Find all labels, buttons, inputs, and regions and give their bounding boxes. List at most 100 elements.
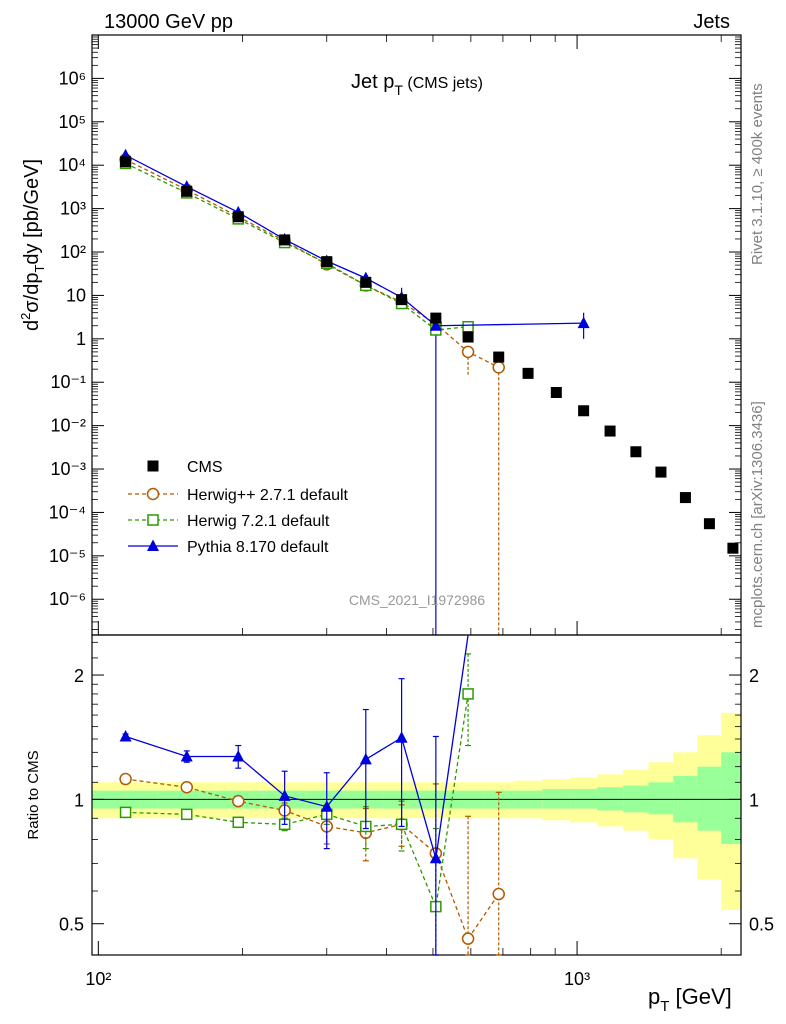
data-point bbox=[119, 806, 132, 819]
series-line bbox=[125, 154, 584, 327]
data-point bbox=[430, 312, 442, 324]
data-point bbox=[429, 319, 442, 331]
data-point bbox=[360, 276, 372, 288]
inner-band bbox=[697, 766, 722, 831]
data-point bbox=[395, 731, 408, 743]
data-point bbox=[320, 800, 333, 812]
ratio-series-line bbox=[125, 778, 500, 941]
data-point bbox=[461, 932, 475, 945]
y-tick-label: 10⁻¹ bbox=[50, 372, 86, 392]
legend-label: CMS bbox=[187, 459, 223, 476]
main-series bbox=[119, 148, 739, 635]
x-tick-label: 10² bbox=[85, 969, 111, 989]
y-tick-label: 10⁻⁵ bbox=[49, 546, 86, 566]
rivet-label: Rivet 3.1.10, ≥ 400k events bbox=[749, 83, 766, 265]
main-ylabel: d2σ/dpTdy [pb/GeV] bbox=[18, 159, 47, 331]
data-point bbox=[462, 320, 474, 333]
header-collision: 13000 GeV pp bbox=[104, 11, 233, 33]
ratio-y-ticks: 2 2 1 1 0.5 0.5 bbox=[59, 641, 774, 935]
data-point bbox=[429, 851, 442, 864]
inner-band bbox=[648, 782, 674, 815]
legend: CMS Herwig++ 2.7.1 default Herwig 7.2.1 de… bbox=[128, 459, 349, 556]
ratio-tick-label-right: 0.5 bbox=[749, 915, 774, 935]
data-point bbox=[232, 211, 244, 223]
data-point bbox=[147, 460, 159, 472]
ratio-frame bbox=[91, 634, 742, 956]
ratio-tick-label-right: 2 bbox=[749, 666, 759, 686]
y-tick-label: 1 bbox=[76, 329, 86, 349]
y-tick-label: 10³ bbox=[60, 199, 86, 219]
inner-band bbox=[542, 788, 571, 809]
data-point bbox=[462, 688, 474, 700]
data-point bbox=[396, 294, 408, 306]
data-point bbox=[727, 542, 739, 554]
data-point bbox=[492, 887, 505, 901]
data-point bbox=[703, 518, 715, 530]
data-point bbox=[679, 492, 691, 504]
inner-band bbox=[570, 788, 598, 809]
y-tick-label: 10⁵ bbox=[59, 112, 86, 132]
y-tick-label: 10⁻² bbox=[50, 416, 86, 436]
data-point bbox=[279, 234, 291, 246]
data-point bbox=[462, 331, 474, 343]
ratio-panel: 2 2 1 1 0.5 0.5 Ratio to CMS bbox=[25, 634, 774, 956]
data-point bbox=[278, 789, 291, 801]
data-point bbox=[180, 780, 194, 794]
series-line bbox=[125, 162, 469, 331]
mcplots-label: mcplots.cern.ch [arXiv:1306.3436] bbox=[749, 401, 766, 628]
main-panel: 10⁶ 10⁵ 10⁴ 10³ 10² 10 1 10⁻¹ 10⁻² 10⁻³ 10⁻⁴ 10⁻⁵ 10… bbox=[18, 34, 742, 636]
data-point bbox=[655, 466, 667, 478]
data-point bbox=[119, 772, 132, 786]
ratio-tick-label-right: 1 bbox=[749, 790, 759, 810]
x-axis-ticks: 10² 10³ bbox=[85, 35, 722, 989]
data-point bbox=[550, 386, 562, 398]
header-jets: Jets bbox=[693, 11, 730, 33]
inner-band bbox=[721, 752, 741, 844]
y-tick-label: 10⁴ bbox=[58, 155, 86, 175]
data-point bbox=[461, 345, 475, 359]
data-point bbox=[119, 729, 132, 742]
ratio-series bbox=[119, 634, 505, 956]
legend-label: Herwig 7.2.1 default bbox=[187, 513, 330, 530]
y-tick-label: 10 bbox=[66, 285, 86, 305]
y-tick-label: 10⁻³ bbox=[50, 459, 86, 479]
data-point bbox=[181, 185, 193, 197]
data-point bbox=[604, 425, 616, 437]
ratio-tick-label: 0.5 bbox=[59, 915, 84, 935]
data-point bbox=[120, 156, 132, 168]
x-tick-label: 10³ bbox=[564, 969, 590, 989]
inner-band bbox=[597, 787, 624, 811]
data-point bbox=[578, 405, 590, 417]
data-point bbox=[181, 808, 193, 821]
data-point bbox=[630, 446, 642, 458]
data-point bbox=[147, 514, 159, 526]
data-point bbox=[232, 816, 244, 829]
data-point bbox=[321, 256, 333, 268]
data-point bbox=[147, 539, 159, 551]
x-axis-label: pT [GeV] bbox=[648, 984, 732, 1015]
data-point bbox=[359, 752, 372, 765]
legend-label: Pythia 8.170 default bbox=[187, 539, 329, 556]
data-point bbox=[492, 361, 505, 374]
data-point bbox=[577, 316, 590, 329]
data-point bbox=[231, 794, 245, 808]
legend-label: Herwig++ 2.7.1 default bbox=[187, 487, 349, 504]
main-title: Jet pT (CMS jets) bbox=[351, 71, 483, 98]
ratio-tick-label: 1 bbox=[74, 790, 84, 810]
data-point bbox=[146, 487, 160, 501]
watermark: CMS_2021_I1972986 bbox=[349, 592, 485, 608]
ratio-ylabel: Ratio to CMS bbox=[25, 750, 42, 839]
data-point bbox=[522, 367, 534, 379]
data-point bbox=[232, 749, 245, 762]
main-y-ticks: 10⁶ 10⁵ 10⁴ 10³ 10² 10 1 10⁻¹ 10⁻² 10⁻³ 10⁻⁴ 10⁻⁵ 10… bbox=[49, 36, 741, 630]
y-tick-label: 10⁶ bbox=[59, 68, 86, 88]
y-tick-label: 10² bbox=[60, 242, 86, 262]
data-point bbox=[180, 749, 193, 762]
ratio-tick-label: 2 bbox=[74, 666, 84, 686]
y-tick-label: 10⁻⁴ bbox=[49, 502, 86, 522]
y-tick-label: 10⁻⁶ bbox=[49, 589, 86, 609]
ratio-series-line bbox=[125, 634, 469, 859]
series-line bbox=[125, 158, 500, 368]
data-point bbox=[493, 351, 505, 363]
